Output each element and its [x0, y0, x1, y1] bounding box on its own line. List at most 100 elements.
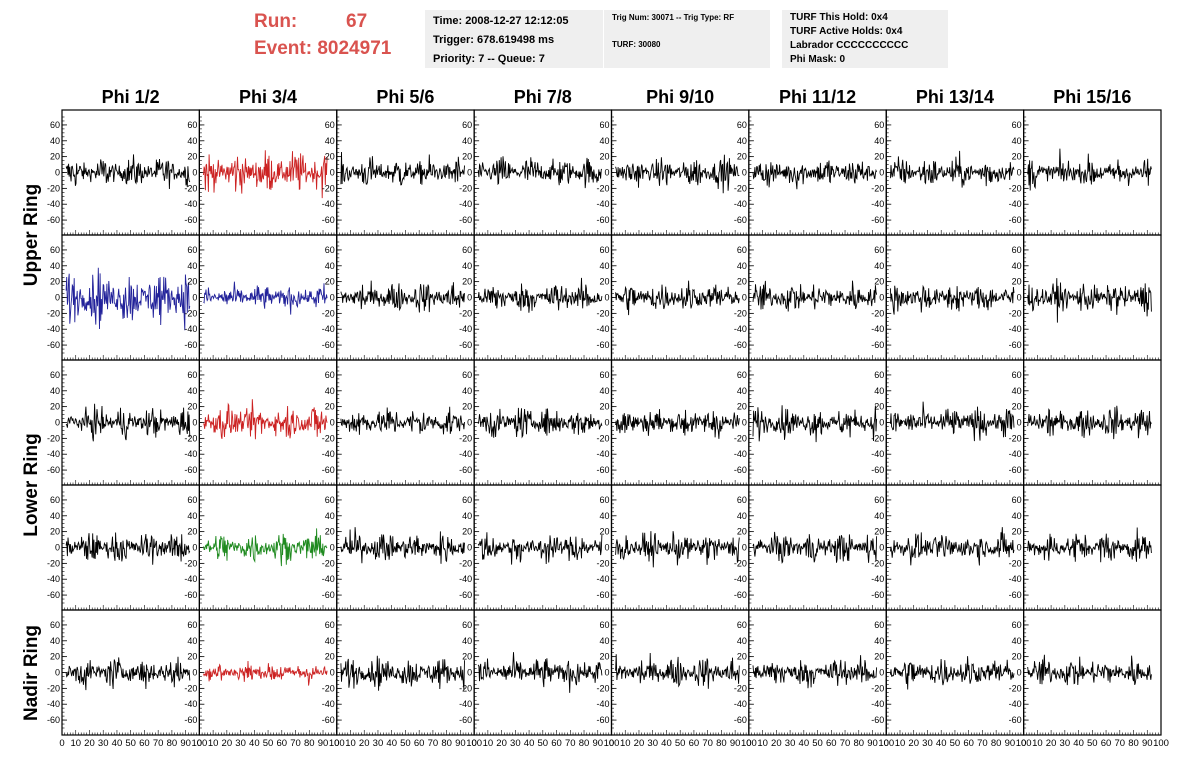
- y-tick-label: 20: [187, 402, 197, 412]
- y-tick-label: 60: [599, 495, 609, 505]
- x-tick-label: 40: [386, 738, 397, 749]
- panel: -60 -40 -20 0 20 40 60: [871, 484, 1025, 611]
- panel: -60 -40 -20 0 20 40 60: [47, 609, 200, 736]
- waveform-line: [752, 160, 878, 190]
- y-tick-label: 0: [742, 168, 747, 178]
- turf-this-hold-text: TURF This Hold: 0x4: [790, 12, 888, 23]
- y-tick-label: -40: [871, 699, 884, 709]
- y-tick-label: 0: [192, 668, 197, 678]
- y-tick-label: -60: [871, 340, 884, 350]
- y-tick-label: -40: [596, 199, 609, 209]
- y-tick-label: 40: [50, 636, 60, 646]
- panel: -60 -40 -20 0 20 40 60: [1009, 234, 1162, 361]
- waveform-line: [889, 656, 1015, 690]
- y-tick-label: -60: [184, 340, 197, 350]
- y-tick-label: 60: [874, 370, 884, 380]
- y-tick-label: -40: [184, 199, 197, 209]
- y-tick-label: 0: [604, 668, 609, 678]
- y-tick-label: -40: [184, 449, 197, 459]
- x-tick-label: 40: [112, 738, 123, 749]
- y-tick-label: -20: [322, 433, 335, 443]
- y-tick-label: -40: [596, 449, 609, 459]
- y-tick-label: 20: [325, 527, 335, 537]
- y-tick-label: 60: [874, 620, 884, 630]
- panel: -60 -40 -20 0 20 40 60: [184, 109, 338, 236]
- y-tick-label: 60: [599, 370, 609, 380]
- y-tick-label: -60: [1009, 340, 1022, 350]
- y-tick-label: -60: [734, 715, 747, 725]
- y-tick-label: 60: [462, 495, 472, 505]
- y-tick-label: 20: [874, 152, 884, 162]
- panel: -60 -40 -20 0 20 40 60: [184, 234, 338, 361]
- x-tick-label: 40: [661, 738, 672, 749]
- y-tick-label: 0: [1017, 418, 1022, 428]
- x-tick-label: 70: [290, 738, 301, 749]
- waveform-line: [340, 406, 465, 435]
- x-tick-label: 70: [977, 738, 988, 749]
- x-tick-label: 90: [1005, 738, 1016, 749]
- y-tick-label: 20: [187, 277, 197, 287]
- y-tick-label: 60: [462, 120, 472, 130]
- y-tick-label: -60: [322, 215, 335, 225]
- waveform-line: [615, 154, 740, 194]
- y-tick-label: -20: [734, 683, 747, 693]
- phi-label: Phi 3/4: [239, 87, 298, 107]
- y-tick-label: -40: [871, 449, 884, 459]
- y-tick-label: 40: [737, 386, 747, 396]
- waveform-line: [615, 280, 740, 316]
- y-tick-label: -40: [734, 199, 747, 209]
- y-tick-label: -40: [1009, 449, 1022, 459]
- y-tick-label: 60: [325, 495, 335, 505]
- x-tick-label: 50: [950, 738, 961, 749]
- x-tick-label: 50: [263, 738, 274, 749]
- y-tick-label: -20: [322, 183, 335, 193]
- x-tick-label: 70: [1114, 738, 1125, 749]
- y-tick-label: 20: [1012, 277, 1022, 287]
- waveform-line: [65, 403, 191, 442]
- y-tick-label: -60: [734, 340, 747, 350]
- panel: -60 -40 -20 0 20 40 60: [47, 234, 200, 361]
- x-tick-label: 30: [235, 738, 246, 749]
- y-tick-label: -20: [459, 308, 472, 318]
- y-tick-label: 0: [330, 418, 335, 428]
- y-tick-label: 0: [55, 168, 60, 178]
- waveform-line: [65, 267, 191, 331]
- waveform-line: [65, 532, 191, 565]
- event-label: Event:: [254, 38, 313, 59]
- y-tick-label: 60: [462, 245, 472, 255]
- y-tick-label: -60: [1009, 715, 1022, 725]
- y-tick-label: -20: [459, 683, 472, 693]
- panel: -60 -40 -20 0 20 40 60: [871, 359, 1025, 486]
- turf-info-box: TURF This Hold: 0x4 TURF Active Holds: 0…: [782, 10, 948, 68]
- y-tick-label: -20: [47, 433, 60, 443]
- x-tick-label: 0: [59, 738, 64, 749]
- x-tick-label: 0: [1021, 738, 1026, 749]
- waveform-line: [1027, 405, 1152, 440]
- x-tick-label: 90: [455, 738, 466, 749]
- y-tick-label: 60: [737, 245, 747, 255]
- y-tick-label: -20: [459, 183, 472, 193]
- trigger-info-box: Trig Num: 30071 -- Trig Type: RF TURF: 3…: [604, 10, 770, 68]
- x-tick-label: 60: [689, 738, 700, 749]
- y-tick-label: -60: [47, 340, 60, 350]
- panel: -60 -40 -20 0 20 40 60: [459, 484, 613, 611]
- y-tick-label: -40: [47, 699, 60, 709]
- y-tick-label: -60: [871, 590, 884, 600]
- y-tick-label: 0: [742, 543, 747, 553]
- y-tick-label: 60: [737, 495, 747, 505]
- x-tick-label: 0: [471, 738, 476, 749]
- panel: -60 -40 -20 0 20 40 60: [871, 609, 1025, 736]
- y-tick-label: 60: [50, 495, 60, 505]
- y-tick-label: -40: [871, 574, 884, 584]
- y-tick-label: -60: [596, 215, 609, 225]
- x-tick-label: 20: [359, 738, 370, 749]
- x-tick-label: 90: [730, 738, 741, 749]
- y-tick-label: 20: [599, 277, 609, 287]
- panel: -60 -40 -20 0 20 40 60: [1009, 109, 1162, 236]
- x-tick-label: 10: [208, 738, 219, 749]
- y-tick-label: -20: [734, 308, 747, 318]
- y-tick-label: -20: [47, 558, 60, 568]
- waveform-line: [340, 655, 465, 691]
- y-tick-label: 20: [325, 277, 335, 287]
- y-tick-label: -20: [596, 308, 609, 318]
